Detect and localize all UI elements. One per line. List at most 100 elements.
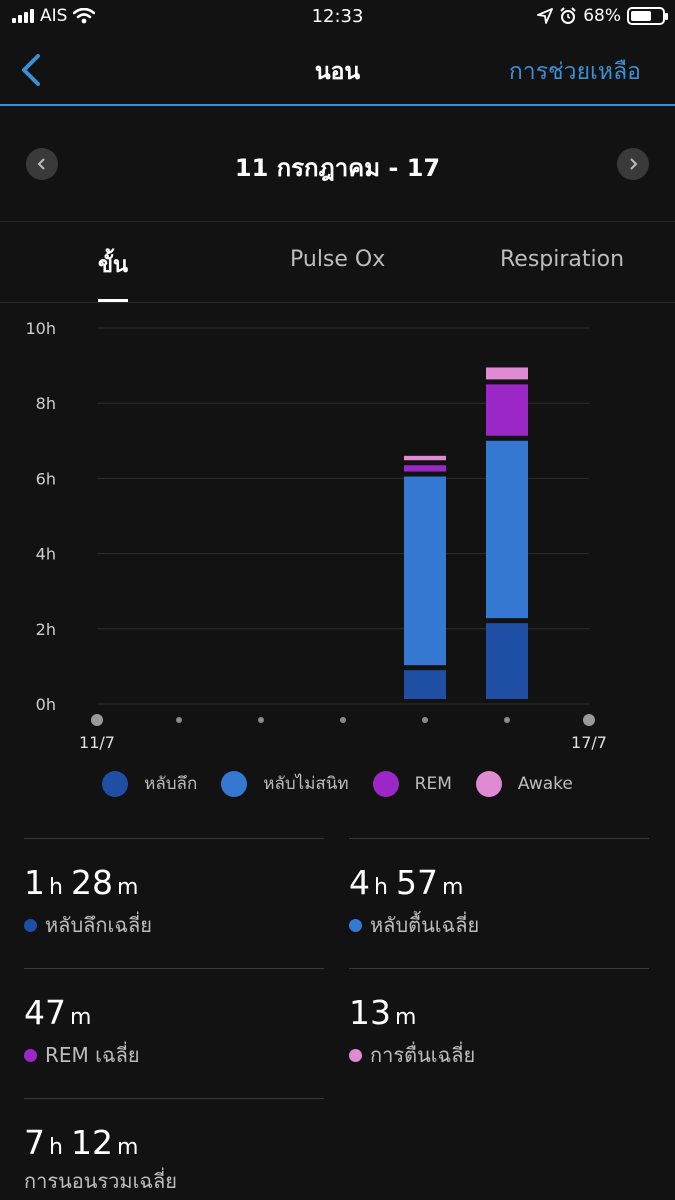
stat-rem-minutes: 47 (24, 993, 66, 1032)
y-tick-label: 2h (36, 620, 56, 639)
wifi-icon (73, 8, 96, 24)
stat-rem-minutes-unit: m (70, 1005, 92, 1030)
bar-segment (486, 623, 528, 699)
stat-total-value: 7 h 12 m (24, 1123, 146, 1162)
stat-rem-dot (24, 1048, 37, 1062)
chevron-right-icon (630, 158, 638, 170)
tab-stages[interactable]: ขั้น (98, 253, 129, 278)
stat-awake-dot (349, 1048, 362, 1062)
active-tab-indicator (98, 299, 128, 302)
chevron-left-icon (37, 158, 45, 170)
stat-rem-text: REM เฉลี่ย (45, 1043, 140, 1067)
stat-light-text: หลับตื้นเฉลี่ย (370, 913, 480, 937)
x-tick-label: 11/7 (79, 733, 115, 752)
stat-awake: 13 m การตื่นเฉลี่ย (349, 968, 649, 1098)
page-title: นอน (314, 59, 361, 85)
legend-label-deep: หลับลึก (144, 774, 198, 794)
bar-segment (404, 670, 446, 699)
date-range-bar: 11 กรกฎาคม - 17 (0, 108, 675, 222)
stat-light-value: 4 h 57 m (349, 863, 471, 902)
x-tick-dot (504, 717, 510, 723)
stat-deep-label: หลับลึกเฉลี่ย (24, 909, 152, 941)
bar-segment (486, 367, 528, 380)
stat-total-minutes: 12 (70, 1123, 113, 1162)
stat-deep-dot (24, 918, 37, 932)
help-link[interactable]: การช่วยเหลือ (508, 59, 641, 85)
stat-light-hours: 4 (349, 863, 370, 902)
x-tick-dot (583, 714, 595, 726)
stat-light-hours-unit: h (374, 875, 388, 900)
stat-total-label: การนอนรวมเฉลี่ย (24, 1165, 177, 1197)
legend-dot-light (221, 770, 248, 797)
sleep-stages-chart: 10h 8h 6h 4h 2h 0h 11/7 17/7 หลับลึก หลับไม่สนิ… (0, 305, 675, 825)
stat-awake-value: 13 m (349, 993, 424, 1032)
stat-rem-value: 47 m (24, 993, 99, 1032)
stat-total-hours-unit: h (49, 1135, 63, 1160)
alarm-icon (560, 7, 576, 24)
stat-rem: 47 m REM เฉลี่ย (24, 968, 324, 1098)
x-tick-dot (91, 714, 103, 726)
stat-awake-text: การตื่นเฉลี่ย (370, 1043, 476, 1067)
battery-icon (627, 7, 668, 25)
y-tick-label: 4h (36, 545, 56, 564)
stat-light: 4 h 57 m หลับตื้นเฉลี่ย (349, 838, 649, 968)
battery-percent: 68% (583, 6, 621, 26)
stat-deep-minutes-unit: m (116, 875, 139, 900)
stat-light-minutes-unit: m (441, 875, 464, 900)
bar-segment (404, 455, 446, 461)
stat-deep-text: หลับลึกเฉลี่ย (45, 913, 152, 937)
carrier-name: AIS (40, 6, 68, 26)
stat-total-minutes-unit: m (116, 1135, 139, 1160)
status-bar: AIS 12:33 68% (0, 0, 675, 34)
location-arrow-icon (537, 8, 554, 24)
x-tick-dot (340, 717, 346, 723)
x-tick-dot (176, 717, 182, 723)
signal-icon (12, 9, 34, 23)
carrier-group: AIS (12, 6, 96, 26)
stat-deep-hours: 1 (24, 863, 45, 902)
legend-dot-rem (372, 770, 399, 797)
back-button[interactable] (14, 50, 50, 90)
x-tick-label: 17/7 (571, 733, 607, 752)
tab-pulse-ox[interactable]: Pulse Ox (290, 247, 386, 272)
bar-segment (404, 476, 446, 666)
tab-bar: ขั้น Pulse Ox Respiration (0, 223, 675, 303)
legend-item-awake: Awake (475, 770, 573, 797)
bar-segment (486, 440, 528, 619)
stat-light-dot (349, 918, 362, 932)
stat-light-label: หลับตื้นเฉลี่ย (349, 909, 479, 941)
legend-label-awake: Awake (517, 773, 573, 794)
stat-awake-label: การตื่นเฉลี่ย (349, 1039, 475, 1071)
legend-label-light: หลับไม่สนิท (263, 774, 349, 794)
bar-segment (404, 465, 446, 472)
nav-bar: นอน การช่วยเหลือ (0, 34, 675, 106)
stat-total-hours: 7 (24, 1123, 45, 1162)
stat-deep-hours-unit: h (49, 875, 63, 900)
stat-total-text: การนอนรวมเฉลี่ย (24, 1169, 178, 1193)
stat-light-minutes: 57 (395, 863, 438, 902)
next-range-button[interactable] (617, 148, 649, 180)
date-range-label: 11 กรกฎาคม - 17 (234, 154, 441, 182)
y-tick-label: 0h (36, 695, 56, 714)
prev-range-button[interactable] (26, 148, 58, 180)
status-time: 12:33 (311, 6, 364, 27)
chart-plot: 10h 8h 6h 4h 2h 0h 11/7 17/7 (26, 319, 607, 752)
tab-respiration[interactable]: Respiration (500, 247, 625, 272)
status-right: 68% (537, 6, 668, 26)
stat-deep: 1 h 28 m หลับลึกเฉลี่ย (24, 838, 324, 968)
legend-item-light: หลับไม่สนิท (221, 770, 349, 797)
x-tick-dot (422, 717, 428, 723)
stat-deep-minutes: 28 (70, 863, 113, 902)
y-tick-label: 6h (36, 469, 56, 488)
chart-legend: หลับลึก หลับไม่สนิท REM Awake (0, 770, 675, 797)
stat-awake-minutes: 13 (349, 993, 391, 1032)
stat-awake-minutes-unit: m (395, 1005, 417, 1030)
x-tick-dot (258, 717, 264, 723)
legend-dot-deep (102, 770, 129, 797)
y-tick-label: 8h (36, 394, 56, 413)
stat-deep-value: 1 h 28 m (24, 863, 146, 902)
stat-rem-label: REM เฉลี่ย (24, 1039, 140, 1071)
bar-segment (486, 384, 528, 436)
legend-label-rem: REM (414, 773, 452, 794)
legend-item-deep: หลับลึก (102, 770, 197, 797)
